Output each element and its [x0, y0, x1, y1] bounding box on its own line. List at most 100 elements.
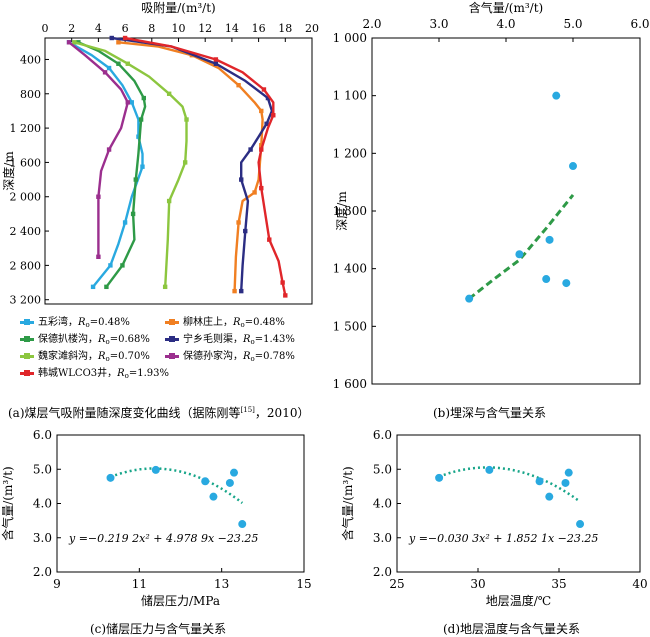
- legend-swatch: [165, 319, 179, 325]
- legend-swatch: [20, 370, 34, 376]
- x-tick-label: 15: [296, 577, 311, 591]
- series-marker: [166, 91, 172, 96]
- series-marker: [213, 57, 219, 62]
- legend-item: 保德孙家沟，Ro=0.78%: [165, 351, 295, 365]
- series-line: [68, 41, 144, 288]
- series-marker: [130, 211, 136, 217]
- y-tick-label: 1 100: [333, 89, 367, 103]
- legend-marker: [24, 370, 30, 376]
- series-marker: [125, 100, 130, 105]
- legend-series-name: 五彩湾，: [38, 317, 78, 328]
- legend-ro-symbol: R: [117, 368, 125, 379]
- panel-a-caption: (a)煤层气吸附量随深度变化曲线（据陈刚等[15]，2010）: [8, 404, 309, 421]
- x-tick-label: 10: [172, 22, 186, 35]
- data-point: [535, 477, 544, 486]
- data-point: [552, 91, 561, 100]
- y-tick-label: 2 800: [10, 259, 42, 272]
- panel-d-scatter-chart: 25 30 35 40 2.0 3.0 4.0 5.0 6.0 地层温度/℃ 含气量/(m³/t) y…: [340, 428, 648, 608]
- x-tick-label: 11: [132, 577, 147, 591]
- legend-marker: [169, 336, 175, 342]
- x-axis-label: 吸附量/(m³/t): [141, 1, 215, 15]
- panel-a-title-ref: [15]: [240, 406, 255, 414]
- series-marker: [239, 288, 244, 294]
- legend-marker: [169, 353, 175, 359]
- series-marker: [106, 147, 112, 152]
- y-tick-label: 3.0: [33, 531, 52, 545]
- series-marker: [232, 288, 237, 294]
- legend-ro-subscript: o: [105, 338, 110, 346]
- data-point: [542, 275, 551, 284]
- legend-ro-value: =0.48%: [244, 317, 285, 328]
- panel-b-scatter-chart: 2.0 3.0 4.0 5.0 6.0 1 000 1 100 1 200 1 300 1 400…: [333, 0, 650, 391]
- legend-swatch: [165, 336, 179, 342]
- series-marker: [140, 164, 145, 169]
- series-marker: [129, 100, 134, 105]
- panel-b-caption: (b)埋深与含气量关系: [433, 406, 547, 420]
- series-marker: [283, 293, 288, 298]
- series-line: [124, 36, 287, 296]
- series-marker: [120, 263, 125, 268]
- x-tick-label: 0: [42, 22, 49, 35]
- y-tick-label: 800: [20, 88, 41, 101]
- series-marker: [259, 143, 264, 148]
- y-tick-label: 400: [20, 53, 41, 66]
- series-marker: [104, 284, 109, 290]
- legend-ro-value: =0.48%: [89, 317, 130, 328]
- y-tick-label: 2 000: [10, 191, 42, 204]
- legend-item: 保德扒楼沟，Ro=0.68%: [20, 334, 150, 348]
- series-marker: [280, 280, 285, 285]
- plot-frame: [371, 37, 641, 385]
- legend-item: 柳林庄上，Ro=0.48%: [165, 317, 285, 331]
- fit-equation: y =−0.030 3x² + 1.852 1x −23.25: [408, 532, 598, 545]
- series-marker: [259, 185, 264, 191]
- x-tick-label: 18: [278, 22, 292, 35]
- y-tick-label: 1 500: [333, 319, 367, 333]
- data-point: [435, 473, 444, 482]
- series-marker: [96, 194, 101, 199]
- data-point: [564, 468, 573, 477]
- x-tick-label: 25: [389, 577, 404, 591]
- y-tick-label: 1 600: [10, 156, 42, 169]
- y-tick-label: 2.0: [373, 565, 392, 579]
- data-point: [485, 465, 494, 474]
- series-marker: [116, 40, 121, 45]
- y-tick-label: 1 200: [10, 122, 42, 135]
- y-tick-label: 4.0: [373, 497, 392, 511]
- y-tick-label: 1 300: [333, 204, 367, 218]
- series-marker: [267, 237, 272, 242]
- series-marker: [162, 284, 168, 290]
- x-tick-label: 5.0: [563, 17, 582, 31]
- legend-swatch: [20, 353, 34, 359]
- x-tick-label: 2.0: [362, 17, 381, 31]
- x-tick-label: 3.0: [429, 17, 448, 31]
- fit-equation: y =−0.219 2x² + 4.978 9x −23.25: [68, 532, 258, 545]
- y-tick-label: 1 000: [333, 31, 367, 45]
- series-marker: [252, 190, 257, 195]
- series-marker: [102, 70, 108, 75]
- legend-swatch: [20, 336, 34, 342]
- series-line: [118, 41, 264, 292]
- panel-c-scatter-chart: 9 11 13 15 2.0 3.0 4.0 5.0 6.0 储层压力/MPa 含气量/(m³/t)…: [0, 428, 312, 608]
- series-marker: [122, 220, 128, 225]
- y-tick-label: 1 400: [333, 262, 367, 276]
- x-tick-label: 4: [95, 22, 102, 35]
- x-tick-label: 9: [53, 577, 61, 591]
- legend-marker: [24, 319, 30, 325]
- plot-frame: [56, 434, 305, 573]
- series-marker: [122, 35, 128, 41]
- y-tick-label: 3 200: [10, 294, 42, 307]
- panel-a-line-chart: 0 2 4 6 8 10 12 14 16 18 20 400 800 1 200 1 600 2 000 2 …: [1, 1, 319, 307]
- series-marker: [90, 284, 96, 290]
- x-tick-label: 6: [122, 22, 129, 35]
- x-tick-label: 2: [68, 22, 75, 35]
- data-point: [545, 492, 554, 501]
- legend-swatch: [20, 319, 34, 325]
- legend-swatch: [165, 353, 179, 359]
- series-line: [77, 41, 147, 288]
- y-tick-label: 6.0: [373, 428, 392, 442]
- legend-series-name: 保德扒楼沟，: [38, 334, 98, 345]
- plot-frame: [396, 434, 641, 573]
- y-tick-label: 5.0: [33, 462, 52, 476]
- data-point: [230, 468, 239, 477]
- y-axis-label: 深度/m: [1, 151, 16, 191]
